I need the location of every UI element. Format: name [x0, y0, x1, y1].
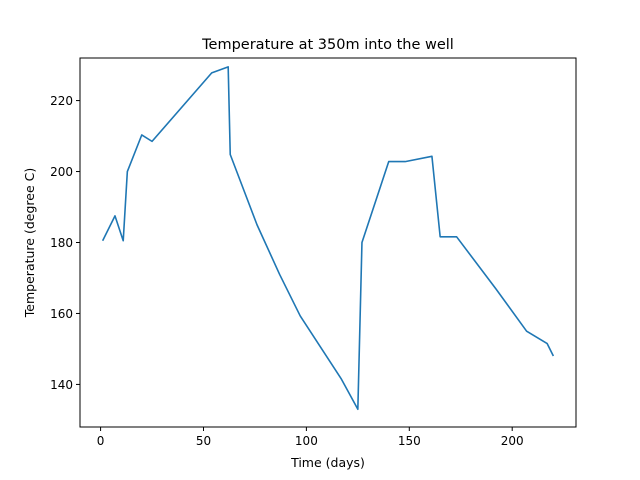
series-line: [101, 66, 555, 411]
y-tick-label: 220: [50, 94, 73, 108]
x-axis-label: Time (days): [290, 455, 365, 470]
x-axis-ticks: 0 50 100 150 200: [97, 427, 524, 448]
y-axis-label: Temperature (degree C): [22, 168, 37, 318]
x-tick-label: 50: [196, 434, 211, 448]
x-tick-label: 0: [97, 434, 105, 448]
plot-frame: [79, 57, 577, 428]
x-tick-label: 200: [501, 434, 524, 448]
y-axis-ticks: 140 160 180 200 220: [50, 94, 80, 392]
y-tick-label: 140: [50, 378, 73, 392]
y-tick-label: 160: [50, 307, 73, 321]
chart-title: Temperature at 350m into the well: [201, 37, 454, 53]
y-tick-label: 200: [50, 165, 73, 179]
x-tick-label: 150: [398, 434, 421, 448]
y-tick-label: 180: [50, 236, 73, 250]
x-tick-label: 100: [295, 434, 318, 448]
